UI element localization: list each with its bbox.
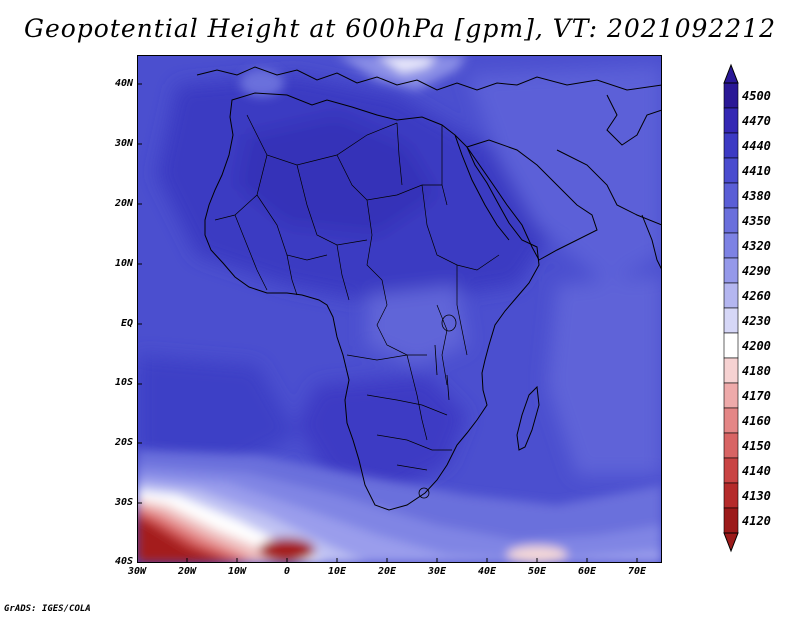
colorbar-box — [723, 82, 739, 109]
field-high-south — [297, 375, 467, 495]
colorbar-tick-label: 4320 — [742, 238, 771, 253]
colorbar-tick-label: 4120 — [742, 513, 771, 528]
colorbar-box — [723, 382, 739, 409]
colorbar-tick-label: 4500 — [742, 88, 771, 103]
colorbar-bottom-arrow — [723, 532, 739, 553]
lake-tanganyika — [434, 344, 438, 376]
colorbar-box — [723, 507, 739, 534]
grads-credit: GrADS: IGES/COLA — [4, 604, 91, 614]
madagascar — [516, 385, 540, 451]
lat-label: 40S — [114, 556, 133, 567]
geopotential-field — [137, 55, 662, 563]
coastlines — [196, 66, 662, 511]
colorbar-box — [723, 482, 739, 509]
lat-label: 10N — [114, 258, 133, 269]
colorbar-tick-label: 4140 — [742, 463, 771, 478]
lake-small — [418, 487, 430, 499]
colorbar-box — [723, 282, 739, 309]
lat-label: 40N — [114, 78, 133, 89]
map-frame — [137, 55, 662, 563]
field-high-core — [237, 115, 437, 235]
colorbar-box — [723, 207, 739, 234]
lon-label: 10E — [327, 566, 347, 577]
lat-label: 30S — [114, 497, 133, 508]
europe-coast — [196, 66, 662, 91]
lat-label: 30N — [114, 138, 133, 149]
colorbar-tick-label: 4470 — [742, 113, 771, 128]
africa-coast — [204, 92, 540, 511]
colorbar-box — [723, 307, 739, 334]
chart-title: Geopotential Height at 600hPa [gpm], VT:… — [23, 14, 777, 43]
colorbar-box — [723, 357, 739, 384]
colorbar-boxes — [723, 82, 739, 534]
lon-label: 30W — [127, 566, 147, 577]
colorbar-tick-label: 4260 — [742, 288, 771, 303]
colorbar-tick-label: 4150 — [742, 438, 771, 453]
colorbar-box — [723, 107, 739, 134]
colorbar-box — [723, 457, 739, 484]
lon-label: 40E — [477, 566, 497, 577]
field-indian-ocean — [547, 275, 662, 475]
india-coast — [641, 214, 662, 271]
colorbar-tick-label: 4380 — [742, 188, 771, 203]
colorbar-tick-label: 4160 — [742, 413, 771, 428]
field-atlantic — [137, 355, 297, 475]
lakes — [418, 314, 457, 499]
arabia — [466, 139, 598, 261]
lon-label: 30E — [427, 566, 447, 577]
colorbar-box — [723, 232, 739, 259]
colorbar-box — [723, 132, 739, 159]
field-congo — [367, 285, 467, 365]
lat-label: 10S — [114, 377, 133, 388]
lon-label: 20E — [377, 566, 397, 577]
light-patch-se — [507, 546, 567, 563]
colorbar-tick-label: 4350 — [742, 213, 771, 228]
colorbar-tick-label: 4170 — [742, 388, 771, 403]
trough-blob — [259, 538, 315, 562]
caspian — [606, 94, 662, 146]
lon-label: 50E — [527, 566, 547, 577]
colorbar-box — [723, 157, 739, 184]
lon-label: 20W — [177, 566, 197, 577]
colorbar-box — [723, 432, 739, 459]
red-sea — [454, 134, 510, 241]
colorbar — [723, 63, 739, 553]
colorbar-tick-label: 4130 — [742, 488, 771, 503]
iberia-patch — [240, 69, 284, 97]
colorbar-top-arrow — [723, 63, 739, 84]
band-4130 — [137, 517, 232, 563]
lon-label: 70E — [627, 566, 647, 577]
lake-victoria — [441, 314, 457, 332]
colorbar-tick-label: 4440 — [742, 138, 771, 153]
lat-label: 20S — [114, 437, 133, 448]
lat-label: 20N — [114, 198, 133, 209]
colorbar-tick-label: 4180 — [742, 363, 771, 378]
colorbar-box — [723, 182, 739, 209]
colorbar-tick-label: 4410 — [742, 163, 771, 178]
asia-coast — [556, 149, 662, 226]
colorbar-box — [723, 332, 739, 359]
colorbar-tick-label: 4290 — [742, 263, 771, 278]
lon-label: 10W — [227, 566, 247, 577]
lon-label: 60E — [577, 566, 597, 577]
lon-label: 0 — [283, 566, 291, 577]
colorbar-tick-label: 4230 — [742, 313, 771, 328]
lat-label: EQ — [120, 318, 133, 329]
colorbar-box — [723, 257, 739, 284]
colorbar-box — [723, 407, 739, 434]
country-borders — [214, 114, 500, 471]
colorbar-tick-label: 4200 — [742, 338, 771, 353]
map-panel — [137, 55, 662, 563]
med-trough-core — [377, 55, 437, 73]
lake-malawi — [446, 374, 450, 401]
